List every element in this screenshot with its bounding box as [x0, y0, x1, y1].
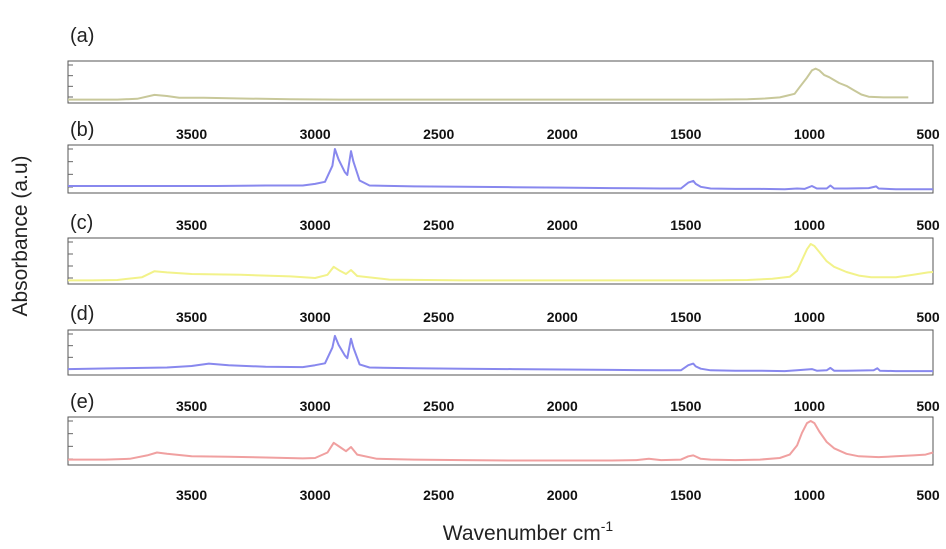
x-tick-label: 3500	[176, 126, 207, 142]
panel-label: (c)	[70, 212, 93, 234]
x-tick-label: 500	[916, 217, 940, 233]
panel-label: (b)	[70, 119, 94, 141]
x-tick-label: 1000	[794, 126, 825, 142]
x-tick-label: 3000	[300, 126, 331, 142]
spectrum-line	[67, 334, 933, 373]
panel-label: (e)	[70, 391, 94, 413]
x-tick-label: 2500	[423, 217, 454, 233]
panel-a: 3500 3000 2500 2000 1500 1000 500 (a)	[67, 25, 940, 142]
x-tick-label: 1500	[670, 126, 701, 142]
x-tick-label: 3000	[300, 487, 331, 503]
x-tick-label: 2500	[423, 487, 454, 503]
x-tick-label: 3000	[300, 398, 331, 414]
x-tick-label: 500	[916, 126, 940, 142]
x-tick-label: 1000	[794, 487, 825, 503]
panel-e: 3500 3000 2500 2000 1500 1000 500 (e)	[67, 391, 940, 503]
x-tick-label: 2500	[423, 309, 454, 325]
panel-frame	[67, 237, 934, 285]
x-tick-label: 3000	[300, 309, 331, 325]
x-tick-label: 3500	[176, 309, 207, 325]
x-tick-label: 3500	[176, 217, 207, 233]
x-tick-label: 3500	[176, 487, 207, 503]
x-tick-label: 500	[916, 487, 940, 503]
spectrum-line	[68, 67, 909, 101]
x-tick-label: 3500	[176, 398, 207, 414]
spectrum-line	[68, 420, 934, 462]
x-tick-label: 2000	[547, 309, 578, 325]
x-tick-label: 500	[916, 309, 940, 325]
x-tick-label: 1500	[670, 398, 701, 414]
spectrum-line	[68, 243, 934, 282]
x-tick-label: 2000	[547, 487, 578, 503]
panel-frame	[67, 329, 934, 376]
x-tick-label: 1500	[670, 487, 701, 503]
x-tick-label: 3000	[300, 217, 331, 233]
x-axis-title-text: Wavenumber cm	[443, 522, 601, 545]
x-tick-label: 1500	[670, 309, 701, 325]
x-tick-label: 2000	[547, 126, 578, 142]
x-tick-label: 2000	[547, 217, 578, 233]
x-tick-label: 1000	[794, 309, 825, 325]
x-tick-label: 1000	[794, 217, 825, 233]
panel-frame	[67, 144, 934, 194]
spectrum-line	[68, 148, 933, 191]
x-tick-label: 1500	[670, 217, 701, 233]
panel-frame	[67, 416, 934, 466]
x-tick-label: 2500	[423, 126, 454, 142]
panel-label: (d)	[70, 303, 94, 325]
panel-c: 3500 3000 2500 2000 1500 1000 500 (c)	[67, 212, 940, 325]
x-axis-title: Wavenumber cm-1	[443, 518, 614, 545]
x-tick-label: 2500	[423, 398, 454, 414]
x-tick-label: 500	[916, 398, 940, 414]
x-tick-label: 2000	[547, 398, 578, 414]
x-tick-label: 1000	[794, 398, 825, 414]
spectra-panels: 3500 3000 2500 2000 1500 1000 500 (a) 3500 3000 25…	[67, 25, 940, 503]
panel-label: (a)	[70, 25, 94, 47]
panel-b: 3500 3000 2500 2000 1500 1000 500 (b)	[67, 119, 940, 233]
y-axis-title: Absorbance (a.u)	[9, 155, 32, 316]
panel-d: 3500 3000 2500 2000 1500 1000 500 (d)	[67, 303, 940, 414]
panel-frame	[67, 60, 934, 104]
x-axis-title-superscript: -1	[601, 518, 614, 534]
